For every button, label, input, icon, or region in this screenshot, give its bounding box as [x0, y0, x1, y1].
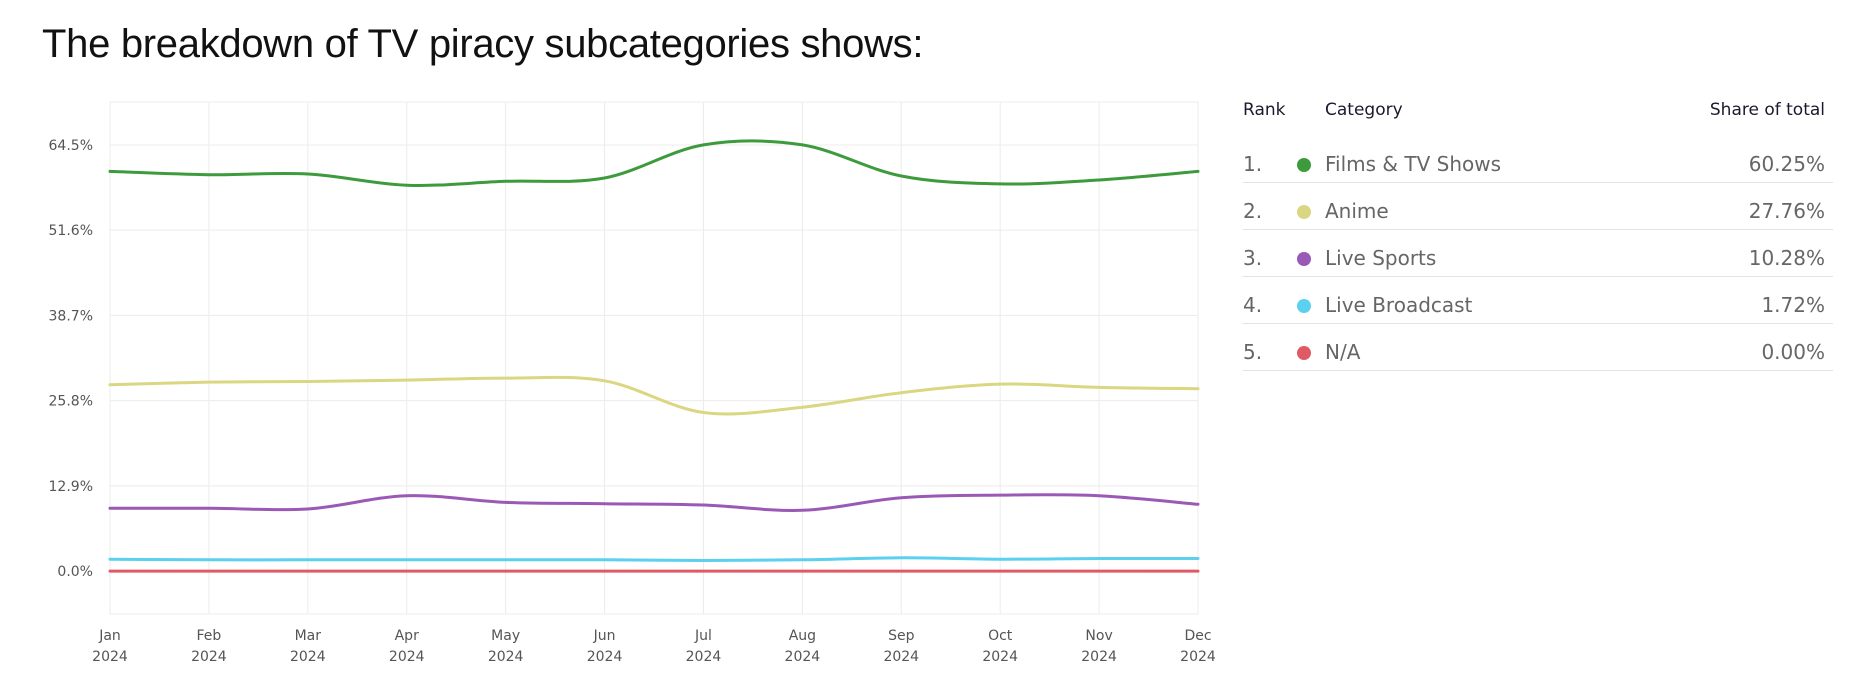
- legend-row: 3. Live Sports 10.28%: [1243, 230, 1833, 277]
- y-tick-label: 64.5%: [49, 138, 93, 154]
- legend-rank: 4.: [1243, 293, 1263, 317]
- x-tick-year: 2024: [587, 649, 623, 665]
- x-tick-label: Nov: [1085, 628, 1112, 644]
- x-tick-year: 2024: [785, 649, 821, 665]
- legend-category: Films & TV Shows: [1325, 152, 1502, 176]
- series-line: [108, 493, 1200, 512]
- x-tick-label: Jul: [694, 628, 712, 644]
- legend-swatch-icon: [1297, 205, 1311, 219]
- y-tick-label: 0.0%: [57, 564, 93, 580]
- legend-category: N/A: [1325, 340, 1361, 364]
- line-chart: Jan 2024 Feb 2024 Mar 2024 Apr 2024 May 2024 Jun 20…: [49, 101, 1216, 665]
- legend-category: Live Broadcast: [1325, 293, 1473, 317]
- legend-table: Rank Category Share of total 1. Films & …: [1243, 96, 1833, 371]
- share-header: Share of total: [1709, 100, 1825, 120]
- legend-swatch-icon: [1297, 158, 1311, 172]
- legend-share: 0.00%: [1761, 340, 1825, 364]
- x-tick-label: Dec: [1184, 628, 1211, 644]
- legend-share: 1.72%: [1761, 293, 1825, 317]
- x-tick-label: Apr: [395, 628, 419, 644]
- rank-header: Rank: [1243, 100, 1286, 120]
- legend-swatch-icon: [1297, 252, 1311, 266]
- series-line: [108, 556, 1200, 562]
- legend-row: 5. N/A 0.00%: [1243, 324, 1833, 371]
- y-tick-label: 38.7%: [49, 308, 93, 324]
- x-tick-year: 2024: [1081, 649, 1117, 665]
- legend-header: Rank Category Share of total: [1243, 96, 1833, 136]
- x-tick-year: 2024: [191, 649, 227, 665]
- series-line: [108, 139, 1200, 187]
- x-tick-year: 2024: [389, 649, 425, 665]
- legend-rank: 1.: [1243, 152, 1263, 176]
- x-tick-year: 2024: [488, 649, 524, 665]
- legend-share: 10.28%: [1748, 246, 1825, 270]
- x-tick-label: May: [491, 628, 520, 644]
- legend-swatch-icon: [1297, 299, 1311, 313]
- legend-share: 27.76%: [1748, 199, 1825, 223]
- y-tick-label: 51.6%: [49, 223, 93, 239]
- y-tick-label: 25.8%: [49, 394, 93, 410]
- x-tick-label: Jan: [98, 628, 121, 644]
- legend-rank: 2.: [1243, 199, 1263, 223]
- legend-row: 2. Anime 27.76%: [1243, 183, 1833, 230]
- legend-rank: 3.: [1243, 246, 1263, 270]
- legend-rank: 5.: [1243, 340, 1263, 364]
- page-title: The breakdown of TV piracy subcategories…: [42, 22, 924, 66]
- x-tick-year: 2024: [290, 649, 326, 665]
- plot-frame: [109, 101, 1199, 615]
- category-header: Category: [1325, 100, 1403, 120]
- legend-category: Anime: [1325, 199, 1389, 223]
- x-tick-label: Jun: [593, 628, 616, 644]
- legend-swatch-icon: [1297, 346, 1311, 360]
- x-tick-label: Feb: [197, 628, 222, 644]
- legend-row: 1. Films & TV Shows 60.25%: [1243, 136, 1833, 183]
- series-line: [108, 375, 1200, 416]
- x-tick-year: 2024: [1180, 649, 1216, 665]
- x-tick-year: 2024: [883, 649, 919, 665]
- x-tick-label: Aug: [789, 628, 816, 644]
- x-tick-label: Sep: [888, 628, 915, 644]
- legend-row: 4. Live Broadcast 1.72%: [1243, 277, 1833, 324]
- x-tick-label: Mar: [295, 628, 322, 644]
- x-tick-year: 2024: [686, 649, 722, 665]
- y-tick-label: 12.9%: [49, 479, 93, 495]
- legend-share: 60.25%: [1748, 152, 1825, 176]
- x-tick-year: 2024: [982, 649, 1018, 665]
- legend-category: Live Sports: [1325, 246, 1437, 270]
- x-tick-year: 2024: [92, 649, 128, 665]
- x-tick-label: Oct: [988, 628, 1013, 644]
